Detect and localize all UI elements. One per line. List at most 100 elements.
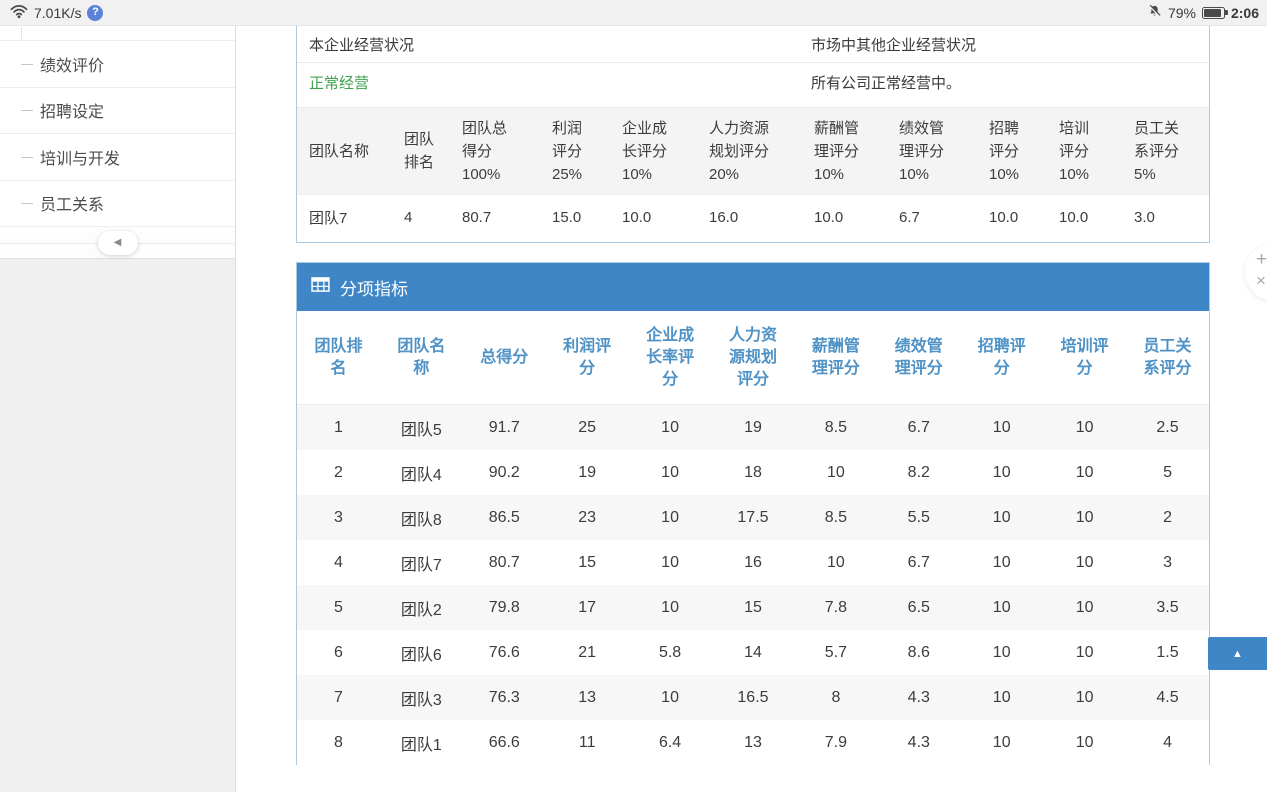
own-company-status-value: 正常经营 [309, 74, 370, 92]
column-header-line: 5% [1134, 165, 1156, 183]
table-cell: 1 [334, 418, 343, 436]
detail-panel-title: 分项指标 [340, 279, 408, 299]
detail-table-body: 1 团队5 91.7 25 10 19 8.5 6.7 10 10 2.5 2 团队4 90.2 19 10 1… [297, 405, 1209, 765]
table-cell: 7.8 [824, 598, 848, 616]
clock: 2:06 [1230, 4, 1259, 21]
column-header: 招聘评分 [960, 336, 1043, 380]
close-icon[interactable]: × [1256, 271, 1266, 290]
table-cell: 团队7 [309, 210, 348, 227]
table-cell: 14 [744, 643, 762, 661]
column-header: 培训评分 [1043, 336, 1126, 380]
sidebar-item-performance-evaluation[interactable]: 绩效评价 [0, 40, 235, 87]
sidebar-item-employee-relations[interactable]: 员工关系 [0, 179, 235, 226]
table-cell: 10 [1075, 508, 1094, 526]
table-row: 2 团队4 90.2 19 10 18 10 8.2 10 10 5 [297, 450, 1209, 495]
table-cell: 6.4 [658, 733, 682, 751]
table-cell: 8 [334, 733, 343, 751]
up-arrow-icon: ▲ [1232, 647, 1243, 660]
table-cell: 10 [661, 688, 679, 706]
sidebar-menu: 绩效评价招聘设定培训与开发员工关系 [0, 26, 235, 226]
column-header: 薪酬管 理评分 10% [802, 117, 887, 186]
column-header: 利润评分 [546, 336, 629, 380]
table-cell: 19 [578, 463, 597, 481]
market-companies-status-title: 市场中其他企业经营状况 [811, 36, 977, 54]
table-cell: 10 [661, 553, 679, 571]
column-header-line: 分 [1076, 359, 1093, 377]
column-header-line: 规划评分 [709, 142, 770, 160]
tree-branch-tick [21, 203, 33, 205]
column-header-line: 团队名称 [309, 142, 370, 160]
table-cell: 13 [744, 733, 762, 751]
sidebar-collapse-button[interactable]: ◀ [97, 230, 138, 255]
table-cell: 13 [578, 688, 597, 706]
table-cell: 4 [334, 553, 343, 571]
column-header-line: 绩效管 [894, 337, 943, 355]
sidebar-item-training-development[interactable]: 培训与开发 [0, 133, 235, 180]
table-cell: 团队5 [400, 421, 442, 439]
table-row: 6 团队6 76.6 21 5.8 14 5.7 8.6 10 10 1.5 [297, 630, 1209, 675]
column-header: 团队名称 [297, 140, 392, 163]
sidebar-item-recruitment-settings[interactable]: 招聘设定 [0, 86, 235, 133]
table-cell: 2 [334, 463, 343, 481]
table-cell: 10 [1075, 553, 1094, 571]
column-header: 培训 评分 10% [1047, 117, 1122, 186]
table-cell: 16.0 [709, 209, 739, 226]
column-header: 薪酬管 理评分 [794, 336, 877, 380]
column-header-line: 系评分 [1134, 142, 1180, 160]
plus-icon[interactable]: + [1256, 249, 1267, 270]
status-header-row: 本企业经营状况 市场中其他企业经营状况 [297, 26, 1209, 63]
table-cell: 15.0 [552, 209, 582, 226]
status-bar-right: 79% 2:06 [1147, 4, 1259, 22]
table-cell: 团队2 [400, 601, 442, 619]
table-cell: 4.3 [907, 688, 930, 706]
table-cell: 4 [1163, 733, 1172, 751]
table-cell: 团队3 [400, 691, 442, 709]
table-cell: 17.5 [737, 508, 769, 526]
column-header: 绩效管 理评分 [877, 336, 960, 380]
table-cell: 10 [992, 733, 1011, 751]
column-header-line: 人力资 [728, 326, 777, 344]
table-cell: 10.0 [989, 209, 1019, 226]
column-header-line: 培训 [1059, 119, 1090, 137]
table-cell: 15 [744, 598, 762, 616]
battery-percent: 79% [1167, 4, 1196, 21]
table-cell: 76.3 [488, 688, 520, 706]
floating-widget[interactable]: + × [1245, 243, 1267, 301]
column-header-line: 理评分 [894, 359, 943, 377]
table-cell: 10 [1075, 418, 1094, 436]
team-score-summary-table: 团队名称 团队 排名 团队总 得分 100% 利润 评分 25% 企业成 长评分 10% 人力资源 规划评… [297, 107, 1209, 240]
table-cell: 66.6 [488, 733, 520, 751]
tree-branch-tick [21, 110, 33, 112]
back-to-top-button[interactable]: ▲ [1208, 637, 1267, 670]
help-badge-icon[interactable]: ? [87, 4, 104, 21]
column-header-line: 称 [413, 359, 430, 377]
column-header-line: 10% [1059, 165, 1090, 183]
column-header-line: 系评分 [1143, 359, 1192, 377]
table-cell: 8.5 [824, 418, 848, 436]
table-cell: 10 [992, 508, 1011, 526]
column-header-line: 理评分 [899, 142, 945, 160]
column-header: 员工关 系评分 5% [1122, 117, 1210, 186]
column-header-line: 薪酬管 [814, 119, 860, 137]
table-cell: 10 [1075, 643, 1094, 661]
table-cell: 10 [992, 688, 1011, 706]
sidebar-item-label: 员工关系 [40, 197, 105, 215]
table-cell: 4.5 [1156, 688, 1179, 706]
table-row: 4 团队7 80.7 15 10 16 10 6.7 10 10 3 [297, 540, 1209, 585]
table-cell: 1.5 [1156, 643, 1179, 661]
column-header-line: 分 [993, 359, 1010, 377]
status-bar: 7.01K/s ? 79% 2:06 [0, 0, 1267, 26]
tree-branch-tick [21, 63, 33, 65]
sidebar-item-label: 招聘设定 [40, 104, 105, 122]
table-cell: 7.9 [824, 733, 848, 751]
column-header: 人力资源 规划评分 20% [697, 117, 802, 186]
column-header-line: 10% [989, 165, 1020, 183]
table-cell: 2 [1163, 508, 1172, 526]
detail-panel-header: 分项指标 [297, 263, 1209, 311]
column-header-line: 评分 [552, 142, 583, 160]
column-header-line: 团队 [404, 131, 435, 148]
table-row: 3 团队8 86.5 23 10 17.5 8.5 5.5 10 10 2 [297, 495, 1209, 540]
table-cell: 86.5 [488, 508, 520, 526]
table-cell: 5 [334, 598, 343, 616]
table-cell: 8.6 [907, 643, 930, 661]
